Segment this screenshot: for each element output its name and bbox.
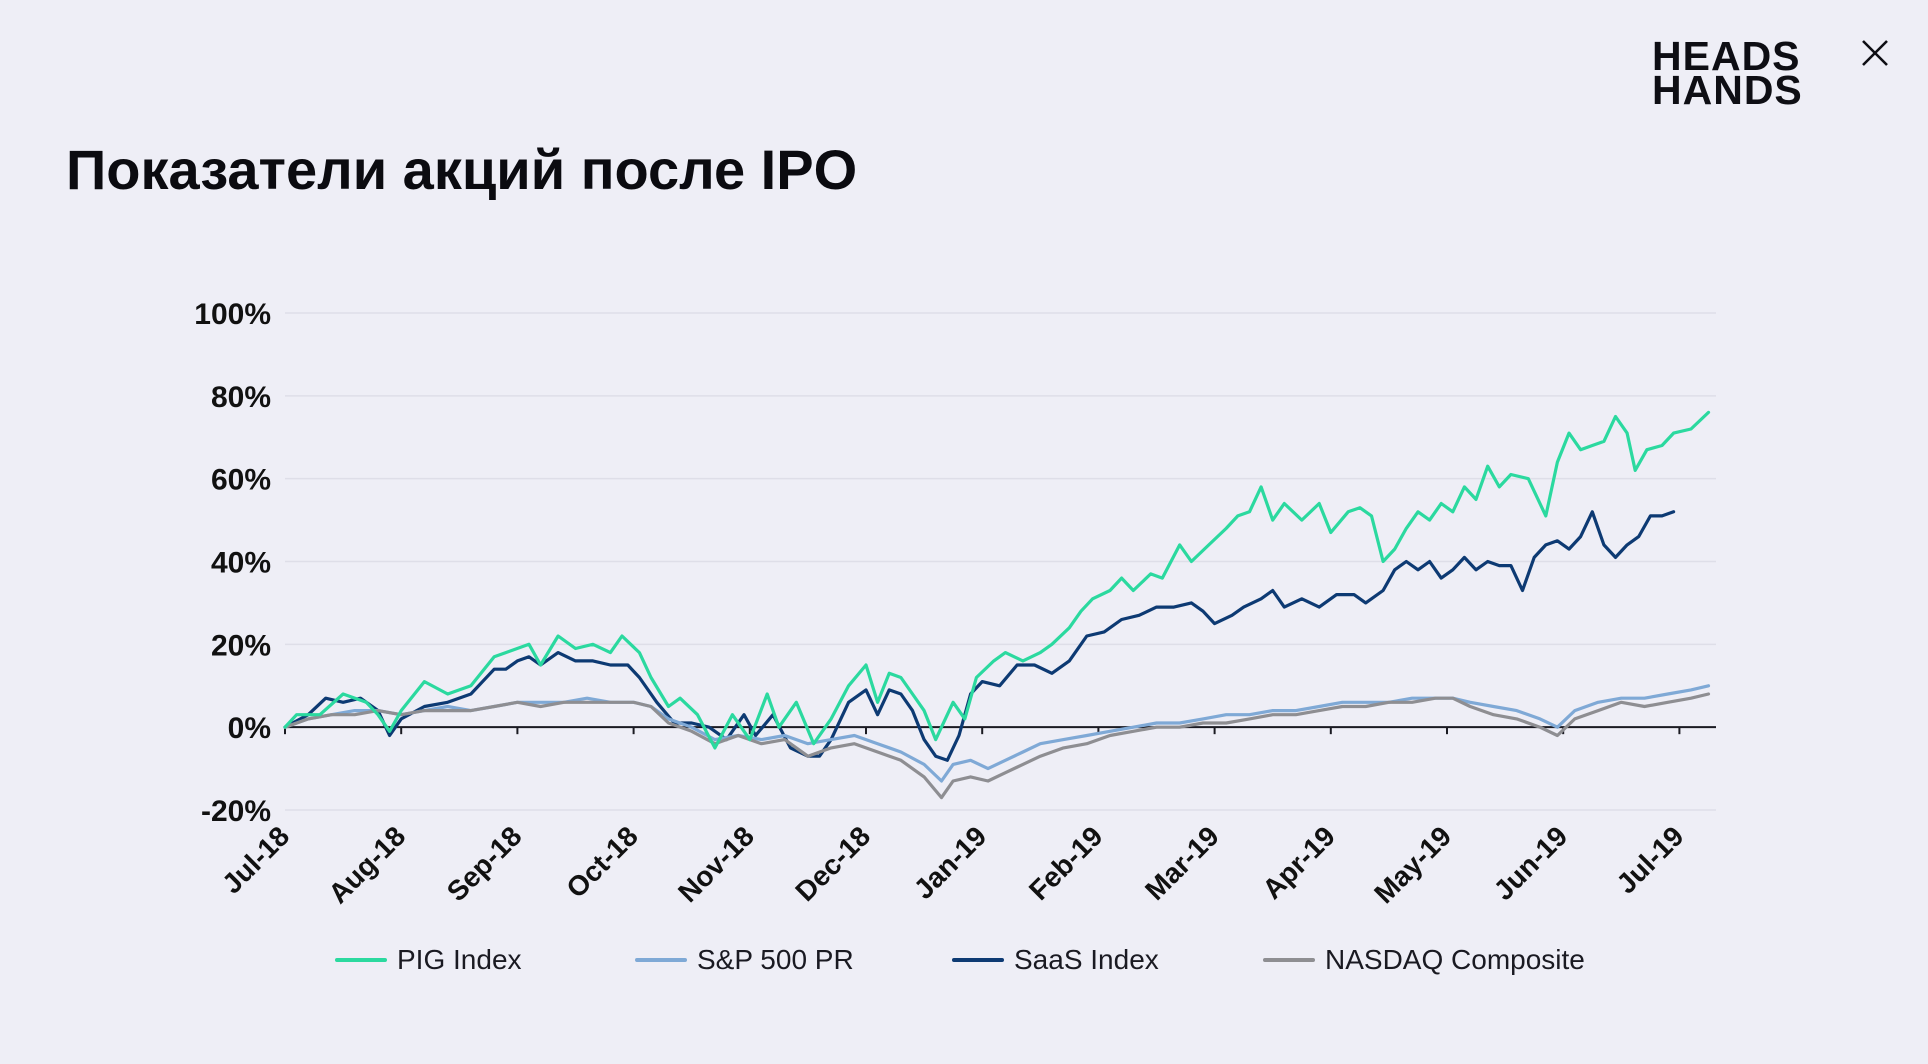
x-tick-label: Dec-18	[789, 820, 876, 907]
brand-logo: HEADS HANDS	[1652, 33, 1912, 113]
x-tick-label: Feb-19	[1023, 820, 1109, 906]
x-cross-icon	[1862, 40, 1888, 66]
y-tick-label: 100%	[194, 298, 271, 331]
y-tick-label: -20%	[201, 795, 271, 828]
legend-label: SaaS Index	[1014, 944, 1159, 975]
grid-layer	[285, 312, 1716, 811]
x-tick-label: May-19	[1368, 820, 1457, 909]
series-layer	[283, 410, 1711, 800]
y-tick-label: 0%	[228, 712, 271, 745]
series-line-nasdaq-composite	[283, 692, 1711, 800]
chart-legend: PIG Index S&P 500 PR SaaS Index NASDAQ Comp…	[0, 940, 1928, 980]
y-tick-label: 80%	[211, 381, 271, 414]
legend-label: S&P 500 PR	[697, 944, 854, 975]
legend-item: PIG Index	[335, 940, 522, 980]
legend-swatch	[952, 958, 1004, 962]
x-tick-label: Jun-19	[1488, 820, 1574, 906]
x-tick-label: Jul-19	[1610, 820, 1689, 899]
x-tick-label: Apr-19	[1256, 820, 1341, 905]
y-axis-labels: 100% 80% 60% 40% 20% 0% -20%	[194, 298, 271, 828]
series-line-s-p-500-pr	[283, 684, 1711, 783]
legend-swatch	[1263, 958, 1315, 962]
x-tick-label: Jul-18	[216, 820, 295, 899]
legend-swatch	[335, 958, 387, 962]
x-tick-label: Nov-18	[672, 820, 760, 908]
legend-item: SaaS Index	[952, 940, 1159, 980]
x-tick-label: Mar-19	[1139, 820, 1225, 906]
legend-item: NASDAQ Composite	[1263, 940, 1585, 980]
legend-swatch	[635, 958, 687, 962]
series-line-saas-index	[283, 510, 1676, 762]
y-tick-label: 60%	[211, 464, 271, 497]
legend-label: NASDAQ Composite	[1325, 944, 1585, 975]
page-title: Показатели акций после IPO	[66, 138, 858, 201]
brand-line-2: HANDS	[1652, 67, 1803, 113]
y-tick-label: 40%	[211, 547, 271, 580]
x-tick-label: Sep-18	[441, 820, 528, 907]
legend-item: S&P 500 PR	[635, 940, 854, 980]
legend-label: PIG Index	[397, 944, 522, 975]
y-tick-label: 20%	[211, 629, 271, 662]
line-chart: 100% 80% 60% 40% 20% 0% -20% Jul-18 Aug-18 Sep-1…	[194, 298, 1716, 909]
series-line-pig-index	[283, 410, 1711, 750]
x-tick-label: Jan-19	[908, 820, 993, 905]
x-axis-labels: Jul-18 Aug-18 Sep-18 Oct-18 Nov-18 Dec-18 Jan-…	[216, 727, 1690, 909]
x-tick-label: Aug-18	[322, 820, 411, 909]
brand-line-1: HEADS	[1652, 33, 1801, 79]
x-tick-label: Oct-18	[560, 820, 644, 904]
